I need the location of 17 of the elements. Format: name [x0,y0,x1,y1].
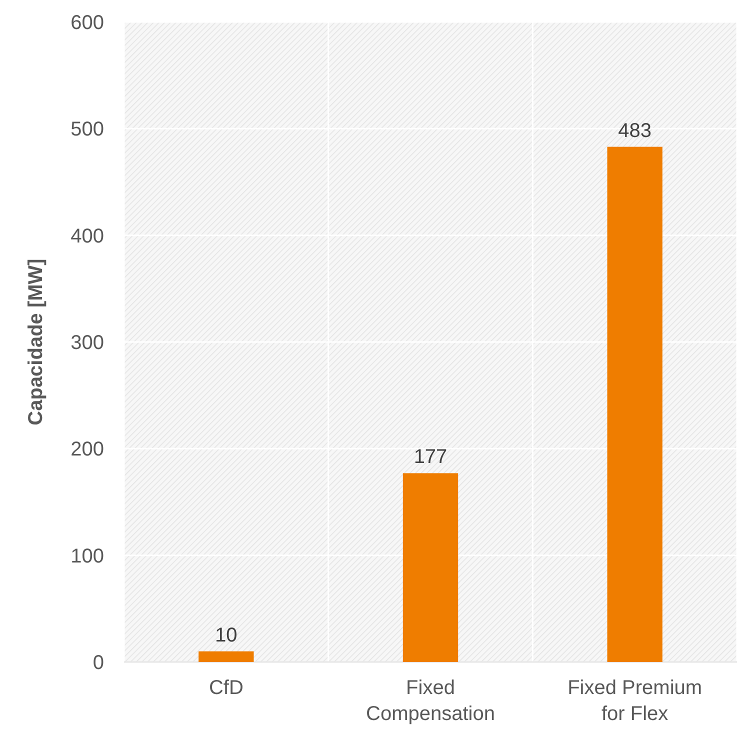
x-tick-label: CfD [208,677,244,699]
bar [607,146,662,662]
bar [402,473,458,662]
y-tick-label: 300 [70,332,104,354]
y-tick-label: 200 [70,438,104,461]
y-axis-title: Capacidade [MW] [25,258,47,426]
bar [198,651,254,662]
data-label: 177 [414,446,448,468]
data-label: 483 [618,120,652,142]
y-tick-label: 0 [92,652,104,674]
x-tick-label: Fixed Premium for Flex [568,677,702,725]
y-tick-label: 100 [70,545,104,568]
data-label: 10 [215,624,238,646]
x-tick-label: Fixed Compensation [366,677,495,725]
y-tick-label: 500 [70,118,104,141]
y-tick-label: 400 [70,225,104,248]
y-tick-label: 600 [70,12,104,34]
